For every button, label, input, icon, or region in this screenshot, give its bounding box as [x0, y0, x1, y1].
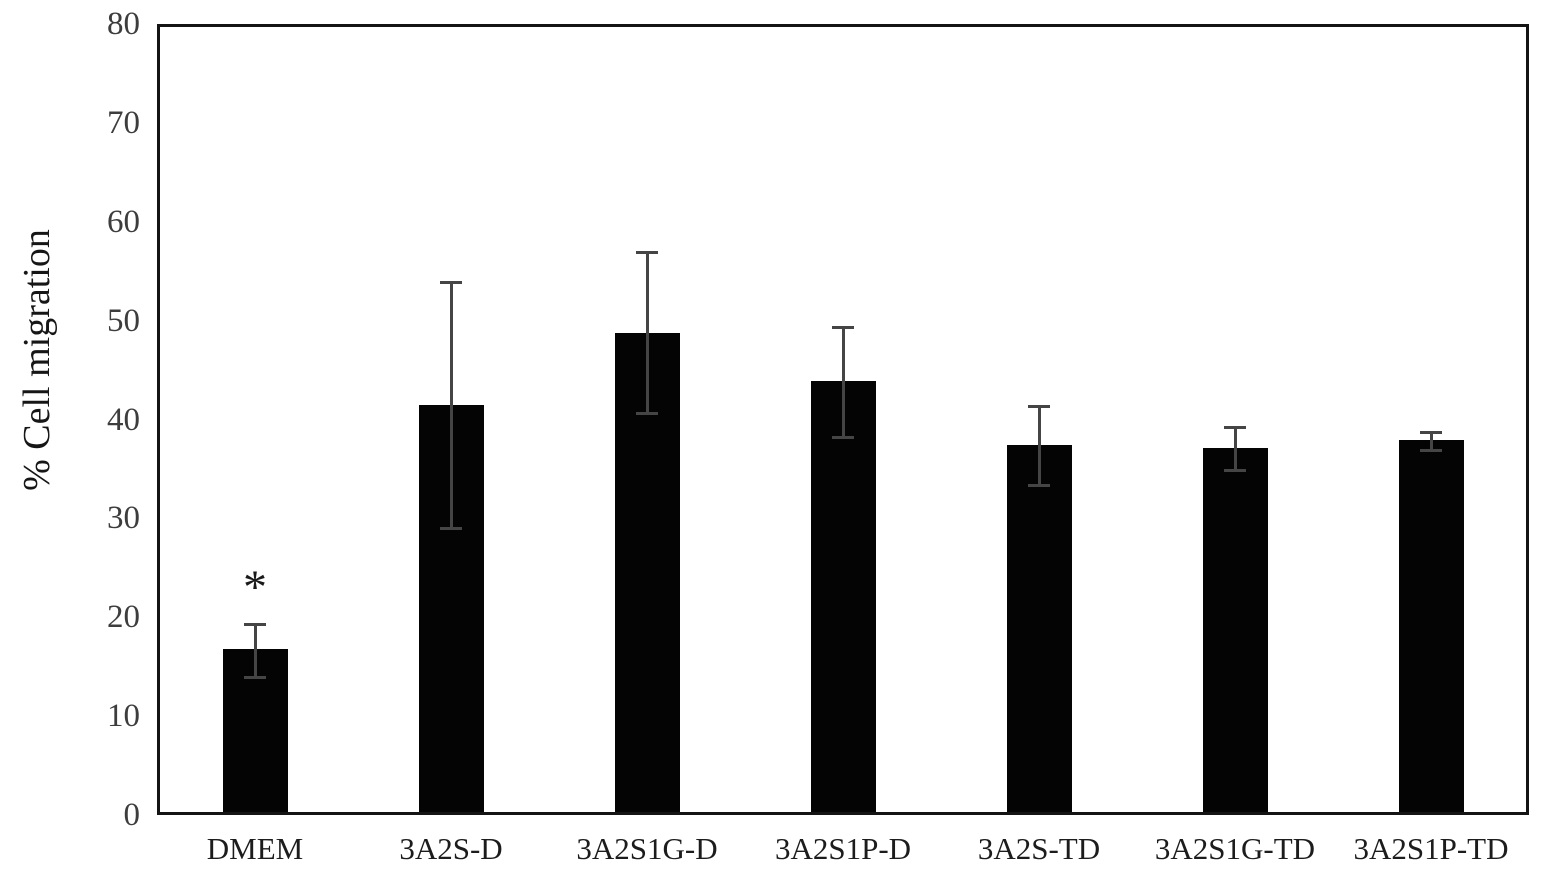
bar-3A2S1P-TD [1398, 440, 1464, 815]
error-cap-top-3A2S-D [440, 281, 462, 285]
error-bar-3A2S1G-D [645, 252, 649, 414]
error-cap-top-3A2S1G-TD [1224, 426, 1246, 430]
error-cap-top-3A2S1G-D [636, 251, 658, 255]
error-cap-bottom-3A2S1G-TD [1224, 468, 1246, 472]
error-cap-bottom-3A2S1G-D [636, 411, 658, 415]
error-bar-3A2S1P-D [841, 326, 845, 439]
x-category-label-3A2S-TD: 3A2S-TD [977, 831, 1101, 866]
error-bar-3A2S1P-TD [1429, 432, 1433, 452]
y-tick-label-70: 70 [107, 104, 140, 141]
error-cap-bottom-3A2S-TD [1028, 483, 1050, 487]
y-tick-label-20: 20 [107, 599, 140, 636]
error-cap-bottom-3A2S-D [440, 527, 462, 531]
bar-3A2S1P-D [810, 380, 876, 815]
x-category-label-3A2S1P-D: 3A2S1P-D [774, 831, 912, 866]
y-tick-label-30: 30 [107, 500, 140, 537]
error-bar-3A2S-D [449, 282, 453, 530]
error-bar-3A2S1G-TD [1233, 427, 1237, 471]
bar-3A2S-TD [1006, 445, 1072, 815]
error-bar-3A2S-TD [1037, 405, 1041, 486]
y-axis-title-text: % Cell migration [16, 229, 58, 491]
error-bar-DMEM [253, 624, 257, 678]
y-tick-label-60: 60 [107, 203, 140, 240]
error-cap-bottom-3A2S1P-TD [1420, 449, 1442, 453]
error-cap-top-3A2S1P-TD [1420, 431, 1442, 435]
x-category-label-3A2S1P-TD: 3A2S1P-TD [1353, 831, 1509, 866]
error-cap-bottom-3A2S1P-D [832, 436, 854, 440]
x-category-label-3A2S1G-D: 3A2S1G-D [576, 831, 718, 866]
y-tick-label-10: 10 [107, 698, 140, 735]
error-cap-bottom-DMEM [244, 675, 266, 679]
bar-3A2S1G-TD [1202, 448, 1268, 815]
error-cap-top-DMEM [244, 623, 266, 627]
error-cap-top-3A2S-TD [1028, 404, 1050, 408]
plot-area: * [157, 24, 1529, 815]
x-category-label-DMEM: DMEM [206, 831, 304, 866]
y-tick-label-40: 40 [107, 401, 140, 438]
y-tick-label-0: 0 [123, 797, 141, 833]
y-tick-label-50: 50 [107, 302, 140, 339]
x-category-label-3A2S-D: 3A2S-D [399, 831, 503, 866]
significance-marker-DMEM: * [243, 561, 267, 615]
x-category-label-3A2S1G-TD: 3A2S1G-TD [1154, 831, 1316, 866]
y-tick-label-80: 80 [107, 6, 140, 42]
error-cap-top-3A2S1P-D [832, 325, 854, 329]
